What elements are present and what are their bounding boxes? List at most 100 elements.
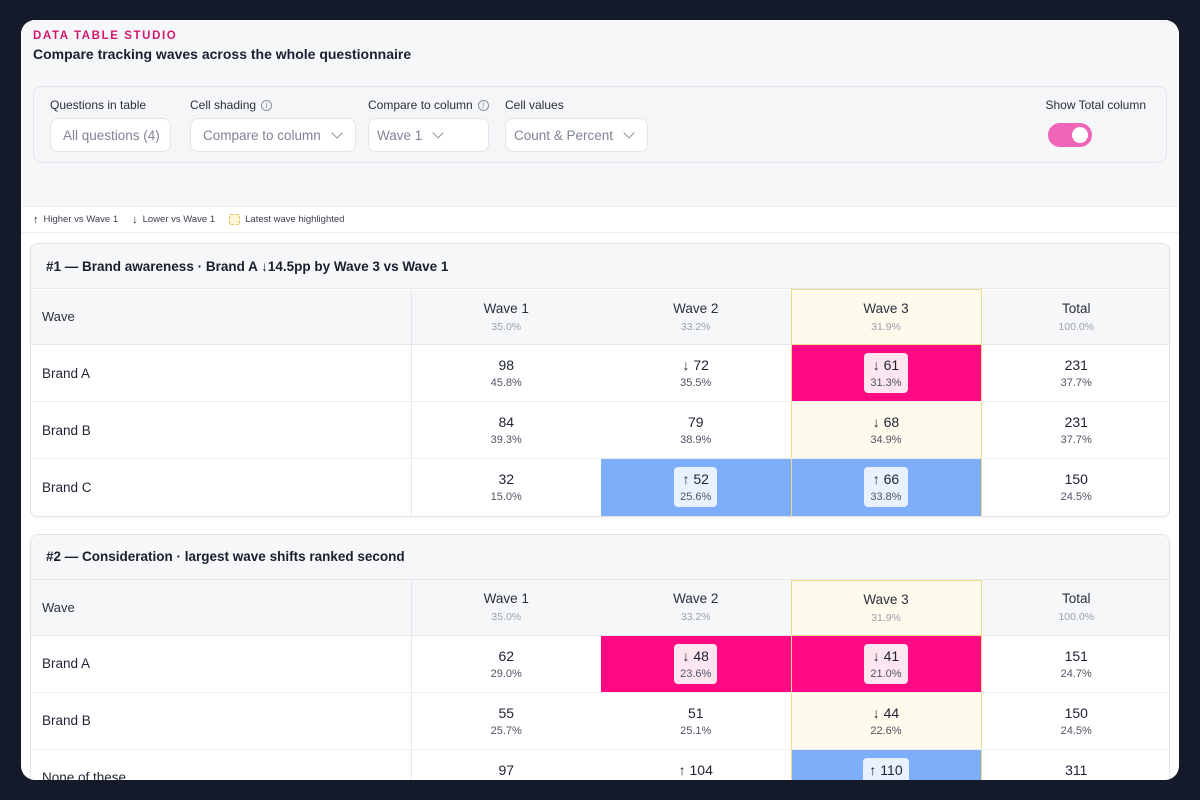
questions-select[interactable]: All questions (4) [50,118,171,152]
data-cell[interactable]: 79 38.9% [601,401,791,459]
data-cell[interactable]: ↑ 66 33.8% [790,458,982,516]
data-cell[interactable]: ↓ 61 31.3% [790,344,982,402]
cell-values: 231 37.7% [1055,353,1098,393]
compare-label: Compare to column [368,98,473,112]
values-select[interactable]: Count & Percent [505,118,649,152]
cell-count: ↑ 52 [682,471,709,488]
column-header[interactable]: Wave 1 35.0% [411,580,601,636]
shading-control: Cell shading i Compare to column [190,98,356,152]
cell-values: ↑ 66 33.8% [864,467,908,508]
cell-percent: 24.5% [1060,724,1092,737]
column-header[interactable]: Wave 2 33.2% [601,580,791,636]
cell-percent: 34.9% [870,434,902,446]
row-label: None of these [31,749,412,780]
shading-label: Cell shading [190,98,257,112]
cell-count: ↓ 48 [682,647,709,664]
cell-percent: 37.7% [1060,434,1092,446]
column-header[interactable]: Wave 3 31.9% [790,579,982,636]
cell-count: ↓ 72 [682,357,709,373]
column-header[interactable]: Wave 2 33.2% [601,289,791,345]
column-base: 35.0% [491,611,522,624]
cell-percent: 22.6% [870,724,902,737]
column-name: Wave 2 [673,300,719,316]
cell-percent: 15.0% [490,491,522,504]
shading-label-row: Cell shading i [190,98,356,112]
values-label: Cell values [505,98,564,112]
cell-count: 151 [1064,647,1088,664]
cell-count: 32 [498,471,515,488]
data-cell[interactable]: ↓ 48 23.6% [601,635,791,693]
table-row: Brand A 98 45.8% ↓ 72 35.5% ↓ 61 31.3% 231 37.7% [31,344,1169,402]
data-cell[interactable]: 150 24.5% [981,692,1169,750]
cell-values: ↑ 10451.2% [673,758,719,780]
shading-select[interactable]: Compare to column [190,118,356,152]
values-control: Cell values Count & Percent [505,98,649,152]
cell-values: 31150.8% [1055,758,1098,780]
data-cell[interactable]: 98 45.8% [411,344,601,402]
column-header[interactable]: Wave 1 35.0% [411,289,601,345]
column-header[interactable]: Total 100.0% [981,580,1169,636]
legend-lower-label: Lower vs Wave 1 [142,214,216,225]
cell-count: 311 [1065,761,1088,778]
column-header[interactable]: Total 100.0% [981,289,1169,345]
data-cell[interactable]: ↑ 52 25.6% [601,458,791,516]
column-name: Wave 2 [673,591,719,607]
app-window: DATA TABLE STUDIO Compare tracking waves… [21,20,1179,780]
data-cell[interactable]: ↓ 44 22.6% [790,692,982,750]
compare-select[interactable]: Wave 1 [368,118,489,152]
info-icon[interactable]: i [261,99,273,111]
cell-count: ↑ 110 [869,761,903,778]
shading-value: Compare to column [203,127,321,143]
info-icon[interactable]: i [477,99,489,111]
crosstab-table: Wave Wave 1 35.0% Wave 2 33.2% Wave 3 31.9% Tot… [31,289,1169,516]
question-table-card: #1 — Brand awareness · Brand A ↓14.5pp b… [30,243,1170,517]
chevron-down-icon [623,127,635,139]
legend-higher-label: Higher vs Wave 1 [43,214,119,225]
cell-percent: 24.5% [1060,491,1092,504]
cell-values: ↑ 11056.4% [863,757,909,780]
cell-percent: 25.6% [680,491,712,504]
row-label: Brand B [31,692,412,750]
data-cell[interactable]: ↓ 41 21.0% [790,635,982,693]
cell-count: ↑ 66 [872,471,900,488]
column-base: 31.9% [871,611,901,624]
cell-percent: 35.5% [680,377,712,389]
cell-values: 98 45.8% [485,353,528,393]
row-label: Brand C [31,458,412,516]
data-cell[interactable]: 62 29.0% [411,635,601,693]
cell-count: 62 [498,647,515,664]
cell-values: ↓ 41 21.0% [864,643,908,684]
cell-percent: 37.7% [1060,377,1092,389]
data-cell[interactable]: 51 25.1% [601,692,791,750]
show-total-toggle[interactable] [1048,123,1092,147]
cell-percent: 29.0% [490,667,522,680]
cell-values: ↓ 68 34.9% [864,410,907,450]
latest-swatch-icon [229,214,241,225]
cell-count: 97 [498,761,515,778]
column-name: Wave 1 [483,591,529,607]
legend-lower: ↓ Lower vs Wave 1 [132,214,215,226]
row-header: Wave [31,289,412,345]
data-cell[interactable]: ↑ 10451.2% [601,749,791,780]
data-cell[interactable]: 31150.8% [981,749,1169,780]
data-cell[interactable]: 84 39.3% [411,401,601,459]
cell-values: ↓ 61 31.3% [864,353,908,393]
data-cell[interactable]: 32 15.0% [411,459,601,516]
column-header[interactable]: Wave 3 31.9% [790,289,982,345]
cell-count: ↓ 41 [872,647,900,664]
cell-count: 231 [1064,414,1088,430]
column-name: Total [1061,300,1091,316]
data-cell[interactable]: 231 37.7% [981,401,1169,459]
data-cell[interactable]: 55 25.7% [411,692,601,750]
total-control: Show Total column [1046,98,1147,112]
cell-percent: 21.0% [870,667,902,680]
data-cell[interactable]: ↓ 68 34.9% [790,401,982,459]
data-cell[interactable]: 9745.3% [411,749,601,780]
column-base: 100.0% [1058,320,1095,333]
data-cell[interactable]: ↓ 72 35.5% [601,344,791,402]
data-cell[interactable]: 231 37.7% [981,344,1169,402]
data-cell[interactable]: 151 24.7% [981,635,1169,693]
cell-count: 51 [687,704,704,721]
data-cell[interactable]: ↑ 11056.4% [790,749,982,780]
data-cell[interactable]: 150 24.5% [981,459,1169,516]
